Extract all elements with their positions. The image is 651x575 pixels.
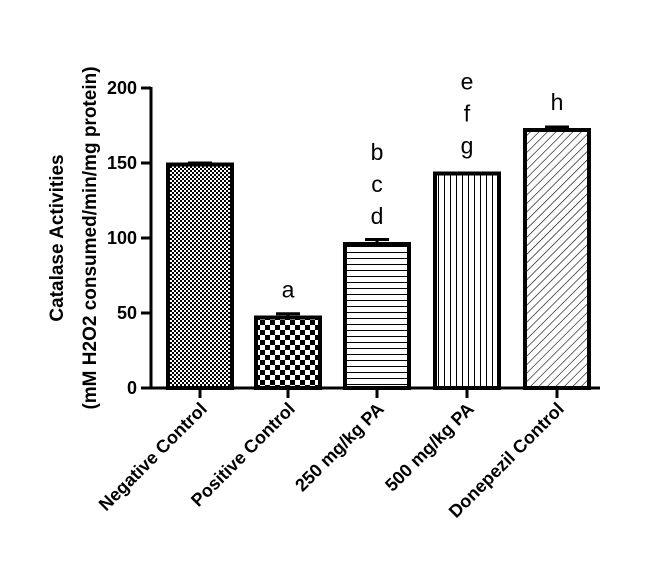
significance-label: c <box>371 171 383 197</box>
y-tick-label: 0 <box>127 378 137 398</box>
y-axis-title: Catalase Activities (mM H2O2 consumed/mi… <box>47 66 101 409</box>
y-tick-label: 200 <box>107 78 137 98</box>
y-axis-title-line2: (mM H2O2 consumed/min/mg protein) <box>80 66 101 409</box>
significance-label: d <box>371 203 384 229</box>
significance-label: g <box>461 133 474 159</box>
bar-3 <box>343 242 411 390</box>
category-label: 500 mg/kg PA <box>381 399 478 496</box>
y-tick-label: 150 <box>107 153 137 173</box>
significance-label: b <box>371 139 384 165</box>
significance-label: a <box>282 277 295 303</box>
y-tick-label: 100 <box>107 228 137 248</box>
bar-4 <box>433 171 501 390</box>
category-label: 250 mg/kg PA <box>291 399 388 496</box>
bar-5 <box>523 128 591 390</box>
bar-2 <box>254 315 322 390</box>
bar-1 <box>166 162 234 390</box>
significance-label: e <box>461 69 474 95</box>
significance-label: h <box>551 89 564 115</box>
significance-label: f <box>464 101 471 127</box>
y-axis-title-line1: Catalase Activities <box>47 154 68 321</box>
y-tick-label: 50 <box>117 303 137 323</box>
